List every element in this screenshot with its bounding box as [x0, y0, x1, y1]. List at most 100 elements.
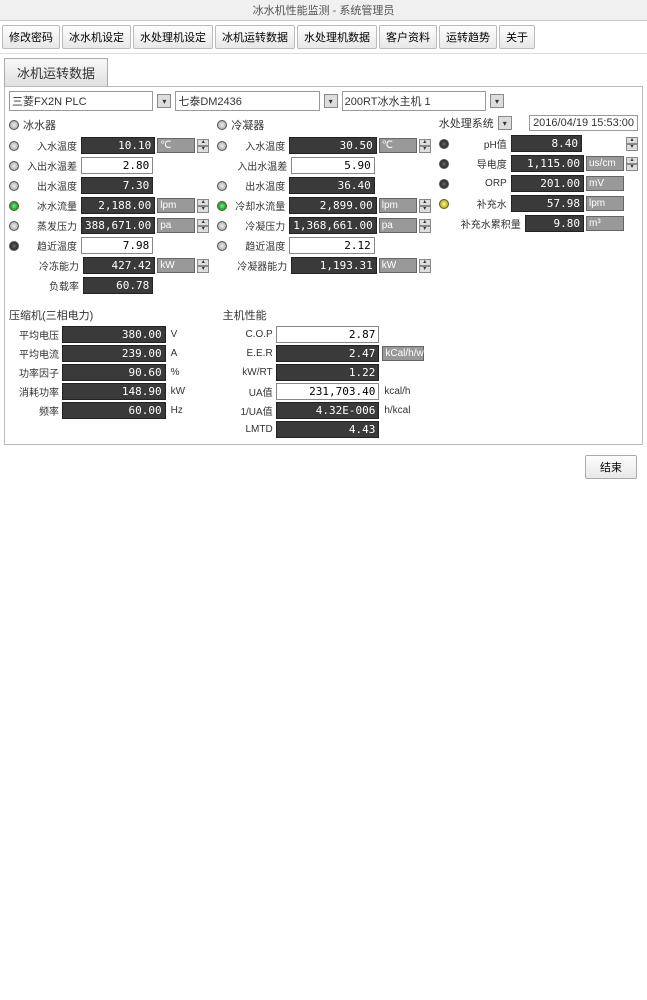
- device-plc: 三菱FX2N PLC: [9, 91, 153, 111]
- spin-down[interactable]: ▾: [419, 146, 431, 153]
- field-label: 消耗功率: [9, 384, 59, 399]
- spin-down[interactable]: ▾: [419, 206, 431, 213]
- spin-down[interactable]: ▾: [197, 146, 209, 153]
- evaporator-column: 冰水器 入水温度10.10℃▴▾入出水温差2.80出水温度7.30冰水流量2,1…: [9, 115, 209, 297]
- field-unit: h/kcal: [382, 405, 424, 416]
- spin-up[interactable]: ▴: [419, 259, 431, 266]
- field-value: 10.10: [81, 137, 155, 154]
- field-label: LMTD: [223, 424, 273, 435]
- menu-water-treatment-data[interactable]: 水处理机数据: [297, 25, 377, 49]
- spin-up[interactable]: ▴: [419, 219, 431, 226]
- status-indicator: [217, 181, 227, 191]
- spin-up[interactable]: ▴: [626, 157, 638, 164]
- field-value: 5.90: [291, 157, 374, 174]
- field-label: kW/RT: [223, 367, 273, 378]
- field-unit: ℃: [379, 138, 417, 153]
- spin-up[interactable]: ▴: [626, 137, 638, 144]
- spin-up[interactable]: ▴: [197, 219, 209, 226]
- field-label: 趋近温度: [229, 238, 287, 253]
- spin-down[interactable]: ▾: [197, 266, 209, 273]
- field-value: 1,115.00: [511, 155, 584, 172]
- status-indicator: [217, 141, 227, 151]
- tab-chiller-run-data[interactable]: 冰机运转数据: [4, 58, 108, 86]
- menu-about[interactable]: 关于: [499, 25, 535, 49]
- status-indicator: [9, 201, 19, 211]
- field-label: 冰水流量: [21, 198, 79, 213]
- menu-chiller-run-data[interactable]: 冰机运转数据: [215, 25, 295, 49]
- device-meter-dropdown[interactable]: ▾: [324, 94, 338, 108]
- field-label: 功率因子: [9, 365, 59, 380]
- field-unit: us/cm: [586, 156, 624, 171]
- device-chiller: 200RT冰水主机 1: [342, 91, 486, 111]
- spin-up[interactable]: ▴: [419, 199, 431, 206]
- field-value: 239.00: [62, 345, 166, 362]
- status-indicator: [9, 161, 19, 171]
- field-unit: pa: [157, 218, 195, 233]
- field-label: 平均电流: [9, 346, 59, 361]
- field-value: 1.22: [276, 364, 380, 381]
- field-label: C.O.P: [223, 329, 273, 340]
- menu-water-treatment-setting[interactable]: 水处理机设定: [133, 25, 213, 49]
- field-unit: kW: [169, 386, 211, 397]
- field-value: 380.00: [62, 326, 166, 343]
- menu-customer-info[interactable]: 客户资料: [379, 25, 437, 49]
- window-titlebar: 冰水机性能监测 - 系统管理员: [0, 0, 647, 21]
- field-label: 入出水温差: [21, 158, 79, 173]
- status-indicator: [217, 241, 227, 251]
- field-value: 231,703.40: [276, 383, 380, 400]
- field-unit: V: [169, 329, 211, 340]
- status-indicator: [9, 181, 19, 191]
- field-value: 2.47: [276, 345, 380, 362]
- field-label: UA值: [223, 384, 273, 399]
- field-value: 2,188.00: [81, 197, 155, 214]
- field-unit: %: [169, 367, 211, 378]
- water-treatment-dropdown[interactable]: ▾: [498, 116, 512, 130]
- field-unit: mV: [586, 176, 624, 191]
- condenser-column: 冷凝器 入水温度30.50℃▴▾入出水温差5.90出水温度36.40冷却水流量2…: [217, 115, 430, 297]
- spin-up[interactable]: ▴: [197, 259, 209, 266]
- field-value: 1,193.31: [291, 257, 376, 274]
- condenser-title: 冷凝器: [231, 117, 264, 133]
- menu-trend[interactable]: 运转趋势: [439, 25, 497, 49]
- spin-down[interactable]: ▾: [419, 226, 431, 233]
- field-unit: Hz: [169, 405, 211, 416]
- field-value: 90.60: [62, 364, 166, 381]
- field-value: 2.80: [81, 157, 153, 174]
- field-value: 4.32E-006: [276, 402, 380, 419]
- field-unit: kW: [157, 258, 195, 273]
- spin-down[interactable]: ▾: [197, 226, 209, 233]
- bottom-bar: 结束: [0, 449, 647, 485]
- field-value: 1,368,661.00: [289, 217, 376, 234]
- field-value: 148.90: [62, 383, 166, 400]
- menu-chiller-setting[interactable]: 冰水机设定: [62, 25, 131, 49]
- status-indicator: [217, 221, 227, 231]
- field-unit: lpm: [157, 198, 195, 213]
- device-plc-dropdown[interactable]: ▾: [157, 94, 171, 108]
- evaporator-indicator: [9, 120, 19, 130]
- spin-up[interactable]: ▴: [197, 199, 209, 206]
- field-label: 冷冻能力: [23, 258, 81, 273]
- field-value: 2,899.00: [289, 197, 376, 214]
- field-value: 7.98: [81, 237, 153, 254]
- spin-down[interactable]: ▾: [626, 144, 638, 151]
- menu-change-password[interactable]: 修改密码: [2, 25, 60, 49]
- status-indicator: [9, 241, 19, 251]
- spin-down[interactable]: ▾: [419, 266, 431, 273]
- field-label: 蒸发压力: [21, 218, 79, 233]
- field-label: E.E.R: [223, 348, 273, 359]
- spin-down[interactable]: ▾: [197, 206, 209, 213]
- close-button[interactable]: 结束: [585, 455, 637, 479]
- status-indicator: [439, 139, 449, 149]
- field-unit: A: [169, 348, 211, 359]
- content-panel: 三菱FX2N PLC ▾ 七泰DM2436 ▾ 200RT冰水主机 1 ▾ 冰水…: [4, 86, 643, 445]
- spin-up[interactable]: ▴: [197, 139, 209, 146]
- field-label: 趋近温度: [21, 238, 79, 253]
- device-meter: 七泰DM2436: [175, 91, 319, 111]
- field-label: 入出水温差: [231, 158, 289, 173]
- spin-down[interactable]: ▾: [626, 164, 638, 171]
- field-value: 60.00: [62, 402, 166, 419]
- field-label: 冷凝压力: [229, 218, 287, 233]
- spin-up[interactable]: ▴: [419, 139, 431, 146]
- device-chiller-dropdown[interactable]: ▾: [490, 94, 504, 108]
- field-label: 补充水累积量: [453, 216, 523, 231]
